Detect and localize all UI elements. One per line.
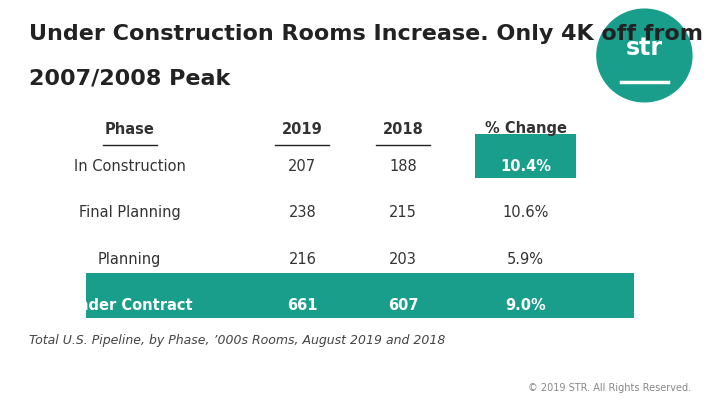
Text: 2019: 2019 <box>282 122 323 136</box>
Text: 2018: 2018 <box>383 122 423 136</box>
Text: 10.4%: 10.4% <box>500 158 551 174</box>
Text: Final Planning: Final Planning <box>78 205 181 220</box>
Text: 215: 215 <box>390 205 417 220</box>
Text: 10.6%: 10.6% <box>503 205 549 220</box>
Text: 2007/2008 Peak: 2007/2008 Peak <box>29 69 230 89</box>
Text: 216: 216 <box>289 252 316 267</box>
Text: 5.9%: 5.9% <box>507 252 544 267</box>
Text: str: str <box>626 36 663 60</box>
Text: 203: 203 <box>390 252 417 267</box>
Text: 188: 188 <box>390 158 417 174</box>
Text: 238: 238 <box>289 205 316 220</box>
Text: 607: 607 <box>388 298 418 313</box>
Text: © 2019 STR. All Rights Reserved.: © 2019 STR. All Rights Reserved. <box>528 383 691 393</box>
Text: In Construction: In Construction <box>73 158 186 174</box>
Text: Planning: Planning <box>98 252 161 267</box>
Text: % Change: % Change <box>485 122 567 136</box>
Text: 661: 661 <box>287 298 318 313</box>
Text: 207: 207 <box>288 158 317 174</box>
Text: Phase: Phase <box>104 122 155 136</box>
Text: 9.0%: 9.0% <box>505 298 546 313</box>
Text: Under Construction Rooms Increase. Only 4K off from: Under Construction Rooms Increase. Only … <box>29 24 703 44</box>
Circle shape <box>597 9 692 102</box>
Text: Under Contract: Under Contract <box>66 298 193 313</box>
Text: Total U.S. Pipeline, by Phase, ’000s Rooms, August 2019 and 2018: Total U.S. Pipeline, by Phase, ’000s Roo… <box>29 334 445 347</box>
